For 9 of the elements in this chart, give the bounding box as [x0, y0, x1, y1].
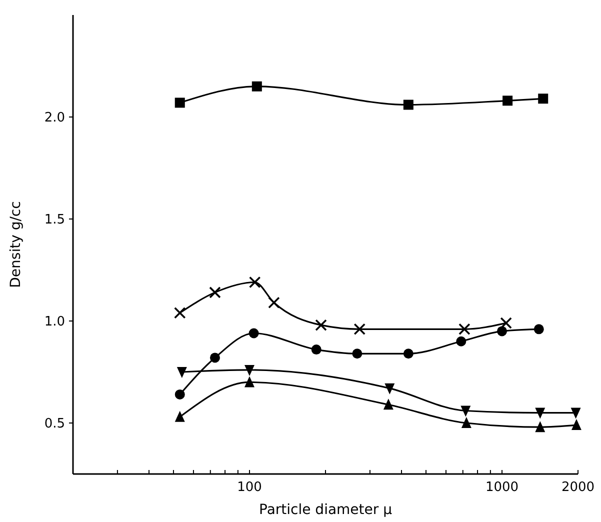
y-tick-label: 0.5	[44, 416, 65, 432]
x-axis-title: Particle diameter μ	[259, 502, 392, 518]
y-tick-label: 2.0	[44, 110, 65, 126]
y-tick-label: 1.5	[44, 212, 65, 228]
y-tick-label: 1.0	[44, 314, 65, 330]
x-tick-label: 1000	[485, 480, 519, 495]
x-tick-label: 100	[237, 480, 262, 495]
y-axis-title: Density g/cc	[8, 201, 24, 288]
x-tick-label: 2000	[561, 480, 595, 495]
